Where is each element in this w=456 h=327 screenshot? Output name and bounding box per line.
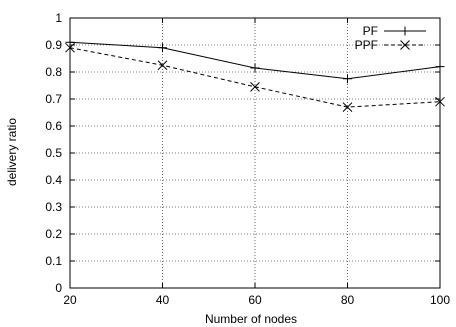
tick-labels: 0 0.1 0.2 0.3 0.4 0.5 0.6 0.7 0.8 0.9 1 20 40 60 80 100: [45, 11, 450, 307]
data-point-pf: [343, 74, 352, 84]
y-tick-label: 0: [55, 281, 62, 295]
data-point-pf: [65, 37, 75, 47]
data-point-ppf: [65, 42, 75, 53]
y-tick-label: 0.8: [45, 65, 62, 79]
marker-stroke: [250, 81, 260, 92]
marker-stroke: [400, 40, 410, 50]
data-point-ppf: [250, 81, 260, 92]
series-lines: [65, 37, 445, 112]
marker-stroke: [435, 96, 445, 107]
legend-label-pf: PF: [363, 24, 378, 38]
y-tick-label: 0.5: [45, 146, 62, 160]
y-tick-label: 0.6: [45, 119, 62, 133]
x-tick-label: 100: [430, 293, 450, 307]
data-point-ppf: [342, 102, 353, 112]
y-tick-label: 0.4: [45, 173, 62, 187]
y-tick-label: 0.7: [45, 92, 62, 106]
marker-stroke: [342, 102, 353, 112]
x-tick-label: 20: [63, 293, 77, 307]
axes: [69, 17, 441, 289]
x-tick-label: 80: [341, 293, 355, 307]
marker-stroke: [65, 42, 75, 53]
y-tick-label: 1: [55, 11, 62, 25]
legend-label-ppf: PPF: [355, 38, 378, 52]
data-point-ppf: [435, 96, 445, 107]
y-tick-label: 0.9: [45, 38, 62, 52]
x-axis-label: Number of nodes: [205, 312, 297, 326]
y-tick-label: 0.1: [45, 254, 62, 268]
y-tick-label: 0.2: [45, 227, 62, 241]
data-point-pf: [158, 43, 167, 53]
x-tick-label: 60: [248, 293, 262, 307]
x-tick-label: 40: [156, 293, 170, 307]
marker-stroke: [157, 60, 168, 71]
y-axis-label: delivery ratio: [5, 118, 19, 186]
data-point-pf: [250, 63, 260, 73]
legend-marker-ppf: [400, 40, 410, 50]
grid-lines: [70, 18, 440, 288]
series-line-ppf: [69, 47, 441, 108]
y-tick-label: 0.3: [45, 200, 62, 214]
data-point-ppf: [157, 60, 168, 71]
data-point-pf: [435, 62, 445, 72]
legend-marker-pf: [400, 26, 410, 36]
plot-frame: [69, 17, 441, 289]
